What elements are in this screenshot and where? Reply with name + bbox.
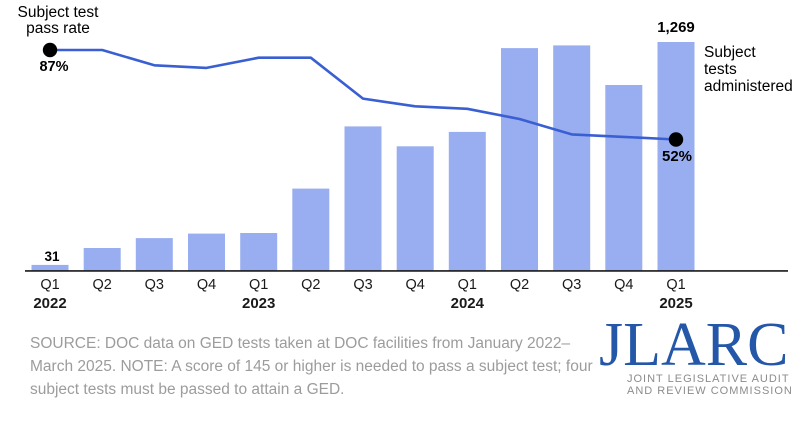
bar-q1-2023 <box>240 233 278 271</box>
x-tick-label-q2-2023: Q2 <box>301 277 321 293</box>
x-tick-label-q2-2024: Q2 <box>509 277 530 293</box>
bar-q4-2023 <box>396 146 434 271</box>
x-tick-label-q1-2024: Q1 <box>457 277 477 293</box>
pass-rate-line <box>50 48 677 141</box>
pass-rate-start-dot <box>42 42 58 58</box>
bar-q2-2024 <box>501 48 538 271</box>
x-tick-label-q2-2022: Q2 <box>92 277 112 293</box>
x-tick-label-q1-2023: Q1 <box>249 277 269 293</box>
bar-q1-2024 <box>448 131 486 271</box>
x-tick-label-q4-2022: Q4 <box>196 277 217 293</box>
bar-q3-2023 <box>344 126 382 271</box>
x-year-label-2025: 2025 <box>659 295 693 312</box>
last-bar-value-label: 1,269 <box>657 19 695 36</box>
source-note: SOURCE: DOC data on GED tests taken at D… <box>30 335 593 398</box>
x-tick-label-q4-2023: Q4 <box>405 277 425 293</box>
bar-q1-2022 <box>31 264 69 271</box>
tests-administered-series-label: Subject tests administered <box>704 44 793 95</box>
jlarc-logo-tagline: JOINT LEGISLATIVE AUDIT AND REVIEW COMMI… <box>627 372 793 398</box>
x-tick-label-q3-2024: Q3 <box>562 277 582 293</box>
bar-q1-2025 <box>657 42 695 271</box>
jlarc-logo-acronym: JLARC <box>599 311 789 379</box>
pass-rate-end-value-label: 52% <box>661 148 693 165</box>
x-year-label-2023: 2023 <box>242 295 276 312</box>
pass-rate-series-label: Subject test pass rate <box>17 4 99 37</box>
x-tick-label-q3-2022: Q3 <box>144 277 164 293</box>
bar-q4-2022 <box>188 233 225 271</box>
x-tick-label-q4-2024: Q4 <box>614 277 634 293</box>
first-bar-value-label: 31 <box>44 249 60 264</box>
x-year-label-2022: 2022 <box>33 295 67 312</box>
pass-rate-start-value-label: 87% <box>39 59 69 75</box>
bar-q2-2023 <box>292 188 330 271</box>
x-tick-label-q1-2022: Q1 <box>40 277 60 293</box>
x-tick-label-q3-2023: Q3 <box>353 277 373 293</box>
bar-q3-2024 <box>553 45 591 271</box>
chart-canvas <box>25 42 788 272</box>
x-year-label-2024: 2024 <box>450 295 484 312</box>
bar-q4-2024 <box>605 85 643 271</box>
jlarc-logo: JLARC JOINT LEGISLATIVE AUDIT AND REVIEW… <box>599 314 799 409</box>
x-tick-label-q1-2025: Q1 <box>666 277 686 293</box>
pass-rate-end-dot <box>668 132 684 147</box>
bar-q2-2022 <box>83 248 121 271</box>
bar-q3-2022 <box>135 238 173 271</box>
